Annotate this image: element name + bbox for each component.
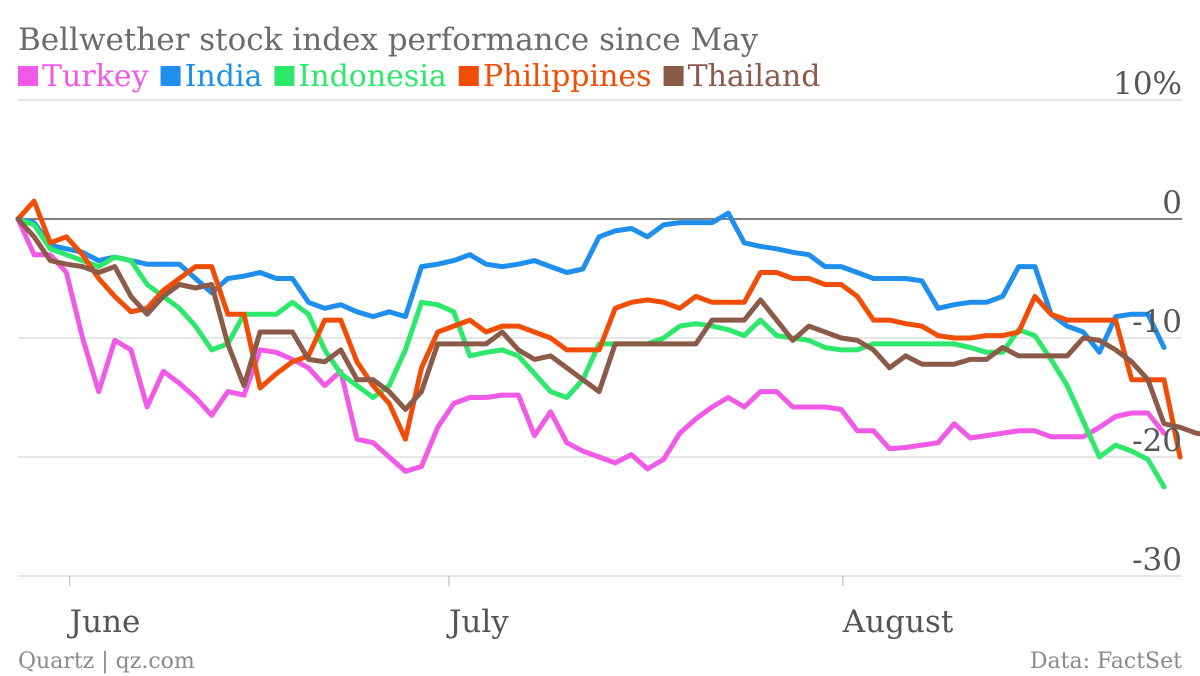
legend-label-india: India bbox=[185, 59, 263, 94]
legend-swatch-india bbox=[160, 66, 181, 86]
series-lines bbox=[15, 198, 1200, 490]
y-tick-label: -10 bbox=[1132, 304, 1182, 340]
y-tick-label: -20 bbox=[1132, 423, 1182, 459]
legend-swatch-thailand bbox=[663, 66, 684, 86]
series-line-indonesia bbox=[15, 216, 1167, 490]
chart-legend: Turkey India Indonesia Philippines Thailand bbox=[18, 59, 820, 94]
legend-label-philippines: Philippines bbox=[483, 59, 652, 94]
x-tick-label: August bbox=[842, 604, 954, 640]
y-tick-label: 0 bbox=[1162, 185, 1182, 221]
legend-swatch-indonesia bbox=[274, 66, 295, 86]
chart-grid bbox=[18, 99, 1182, 577]
legend-label-turkey: Turkey bbox=[42, 59, 149, 94]
series-line-india bbox=[15, 210, 1167, 355]
y-axis-labels: 10% 0 -10 -20 -30 bbox=[1113, 66, 1182, 578]
y-tick-label: 10% bbox=[1113, 66, 1182, 102]
series-line-turkey bbox=[15, 216, 1167, 474]
legend-swatch-turkey bbox=[18, 66, 38, 86]
series-line-thailand bbox=[15, 216, 1200, 437]
legend-label-indonesia: Indonesia bbox=[298, 59, 447, 94]
y-tick-label: -30 bbox=[1132, 542, 1182, 578]
data-source: Data: FactSet bbox=[1030, 649, 1182, 674]
chart-title: Bellwether stock index performance since… bbox=[18, 22, 759, 58]
legend-label-thailand: Thailand bbox=[688, 59, 821, 94]
x-tick-label: July bbox=[446, 604, 509, 640]
x-axis: June July August bbox=[67, 576, 954, 640]
source-credit: Quartz | qz.com bbox=[18, 649, 195, 674]
x-tick-label: June bbox=[67, 604, 141, 640]
legend-swatch-philippines bbox=[458, 66, 479, 86]
series-line-philippines bbox=[15, 198, 1183, 460]
